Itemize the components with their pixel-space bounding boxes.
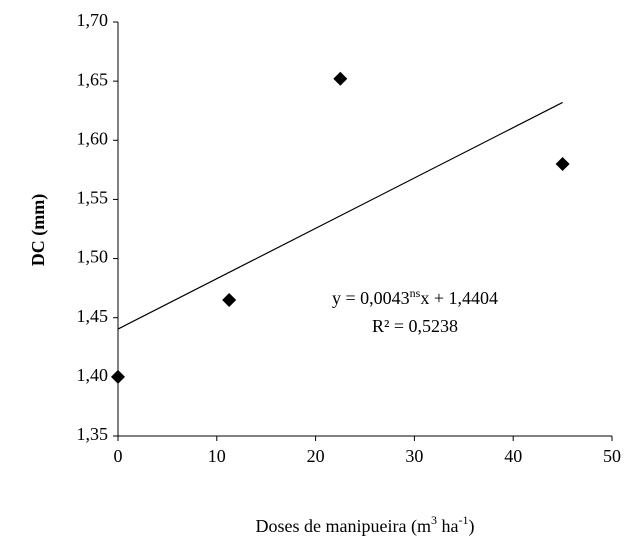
y-tick-label: 1,70 — [77, 10, 109, 30]
x-tick-label: 20 — [307, 446, 325, 466]
x-tick-label: 30 — [405, 446, 423, 466]
x-tick-label: 0 — [114, 446, 123, 466]
y-tick-label: 1,45 — [77, 306, 109, 326]
y-axis-title: DC (mm) — [28, 194, 49, 266]
y-tick-label: 1,40 — [77, 365, 109, 385]
data-point — [222, 292, 237, 307]
y-tick-label: 1,35 — [77, 424, 109, 444]
x-axis-title-part: Doses de manipueira (m — [256, 516, 431, 537]
x-axis-title-part: ) — [468, 516, 474, 537]
trendline — [117, 101, 563, 330]
x-axis-title-part: ha — [437, 516, 459, 536]
y-tick-label: 1,55 — [77, 188, 109, 208]
y-tick-label: 1,65 — [77, 69, 109, 89]
r-squared: R² = 0,5238 — [372, 316, 458, 336]
data-point — [111, 369, 125, 384]
x-axis-title-part: 3 — [431, 513, 437, 527]
data-point — [333, 71, 348, 86]
x-axis-title: Doses de manipueira (m3 ha-1) — [256, 513, 475, 537]
x-tick-label: 10 — [208, 446, 226, 466]
data-point — [555, 156, 570, 171]
y-tick-label: 1,50 — [77, 247, 109, 267]
equation: y = 0,0043nsx + 1,4404 — [332, 286, 498, 308]
x-tick-label: 40 — [504, 446, 522, 466]
x-axis-title-part: -1 — [458, 513, 468, 527]
x-tick-label: 50 — [603, 446, 621, 466]
y-tick-label: 1,60 — [77, 128, 109, 148]
